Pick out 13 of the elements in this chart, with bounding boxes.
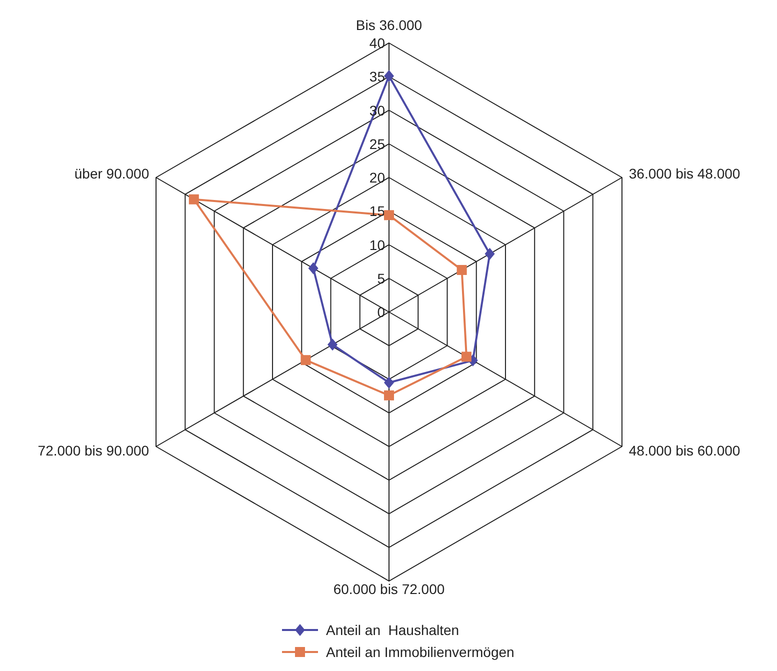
spoke-label: über 90.000 [74, 166, 150, 182]
y-tick-label: 40 [369, 35, 386, 51]
y-tick-label: 20 [369, 170, 386, 186]
y-tick-label: 25 [369, 136, 386, 152]
spoke-label: 36.000 bis 48.000 [628, 166, 740, 182]
y-tick-label: 35 [369, 68, 386, 85]
spoke-label: 60.000 bis 72.000 [333, 581, 445, 597]
legend-label: Anteil an Immobilienvermögen [326, 644, 514, 660]
spoke-label: Bis 36.000 [356, 17, 422, 33]
spoke-label: 48.000 bis 60.000 [628, 442, 740, 458]
legend-label: Anteil an Haushalten [326, 622, 460, 638]
spoke-label: 72.000 bis 90.000 [38, 442, 150, 458]
y-tick-label: 10 [369, 236, 386, 253]
